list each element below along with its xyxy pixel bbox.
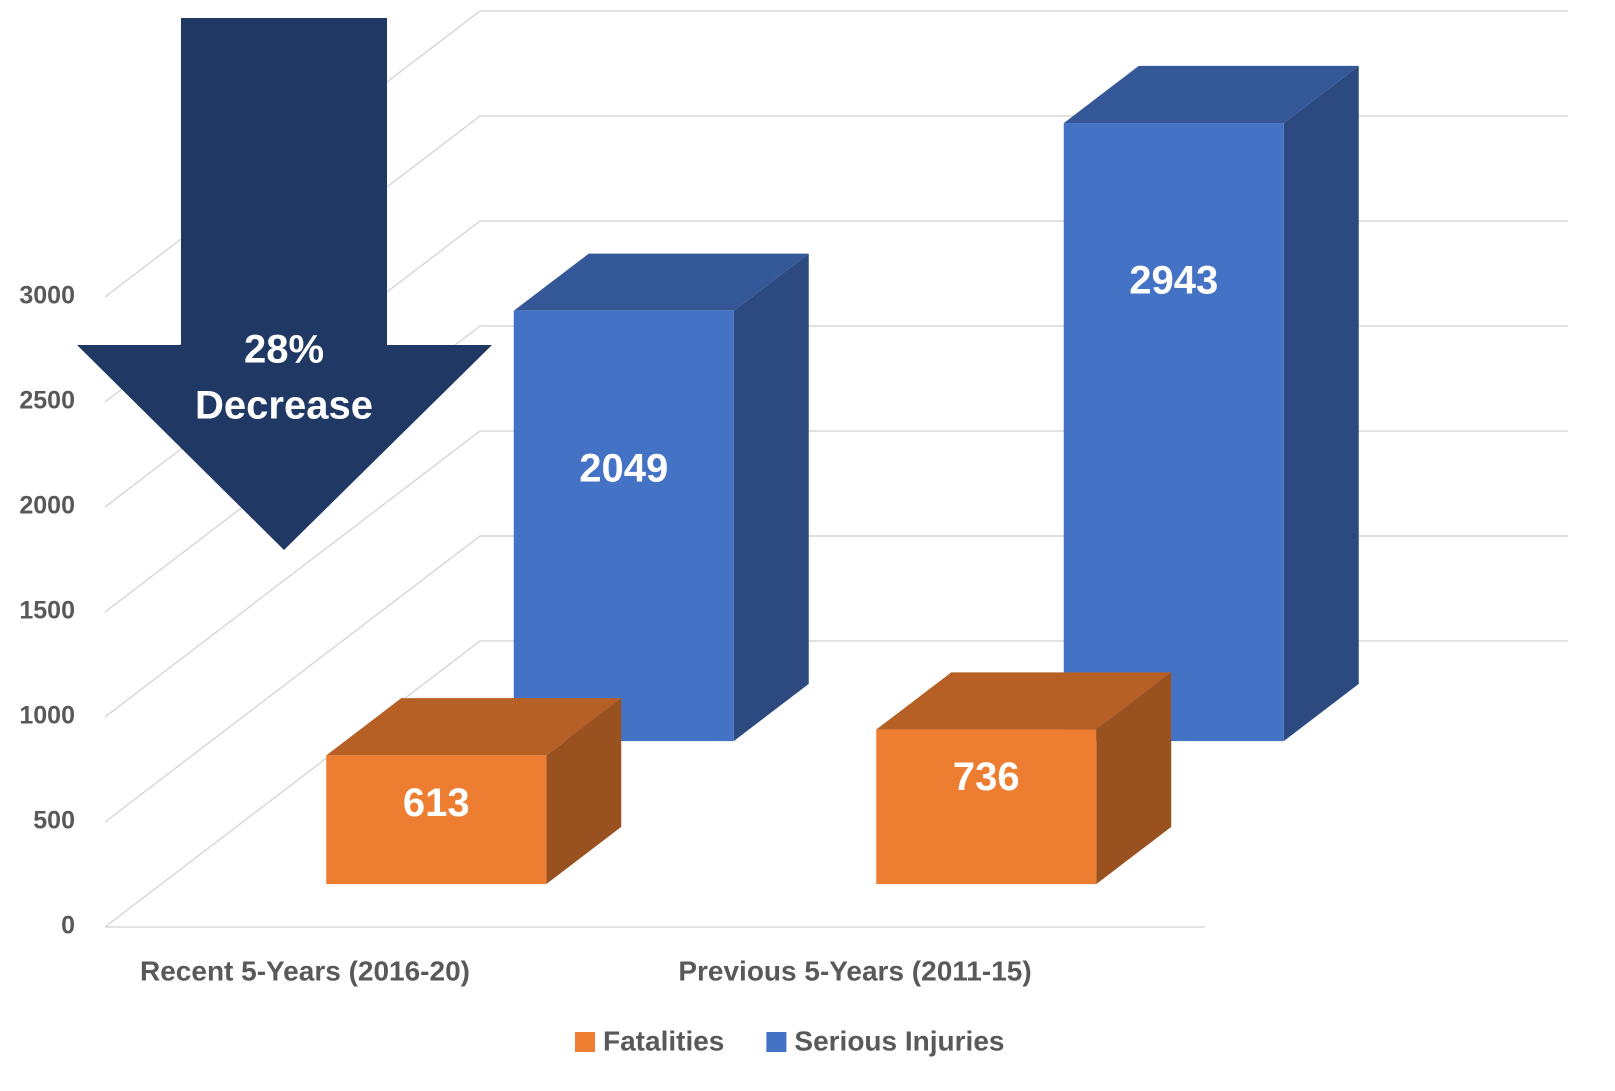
bar-side: [1283, 65, 1359, 742]
bar: [1063, 65, 1359, 742]
value-label: 2049: [579, 446, 668, 490]
bar: [513, 253, 809, 742]
value-label: 2943: [1129, 259, 1218, 303]
bar-front: [326, 755, 547, 885]
bar-front: [1063, 123, 1284, 742]
y-tick-label: 1500: [19, 597, 75, 625]
bar: [326, 698, 622, 885]
legend-swatch: [575, 1032, 595, 1052]
legend-label: Fatalities: [603, 1025, 724, 1056]
annotation-arrow: [77, 18, 492, 550]
bar-front: [513, 310, 734, 742]
annotation-text: 28%: [244, 328, 324, 372]
y-tick-label: 3000: [19, 282, 75, 310]
y-tick-label: 500: [33, 807, 75, 835]
y-tick-label: 2000: [19, 492, 75, 520]
bar-side: [1096, 672, 1172, 885]
bar-top: [1063, 65, 1359, 124]
y-tick-label: 1000: [19, 702, 75, 730]
bar-top: [326, 698, 622, 756]
bar-top: [876, 672, 1172, 730]
bar-side: [546, 698, 622, 885]
y-tick-label: 2500: [19, 387, 75, 415]
legend-label: Serious Injuries: [794, 1025, 1004, 1056]
x-tick-label: Previous 5-Years (2011-15): [678, 955, 1031, 986]
bar: [876, 672, 1172, 885]
x-tick-label: Recent 5-Years (2016-20): [140, 955, 470, 986]
bars: 2049 2943 613 736: [326, 65, 1359, 885]
value-label: 613: [403, 781, 470, 825]
legend-swatch: [766, 1032, 787, 1052]
bar-side: [733, 253, 809, 742]
bar-front: [876, 729, 1097, 885]
annotation-text: Decrease: [195, 384, 373, 428]
value-label: 736: [953, 755, 1020, 799]
bar-top: [513, 253, 809, 311]
y-tick-label: 0: [61, 912, 75, 940]
